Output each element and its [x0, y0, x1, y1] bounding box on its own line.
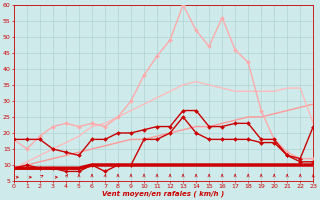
- X-axis label: Vent moyen/en rafales ( km/h ): Vent moyen/en rafales ( km/h ): [102, 191, 225, 197]
